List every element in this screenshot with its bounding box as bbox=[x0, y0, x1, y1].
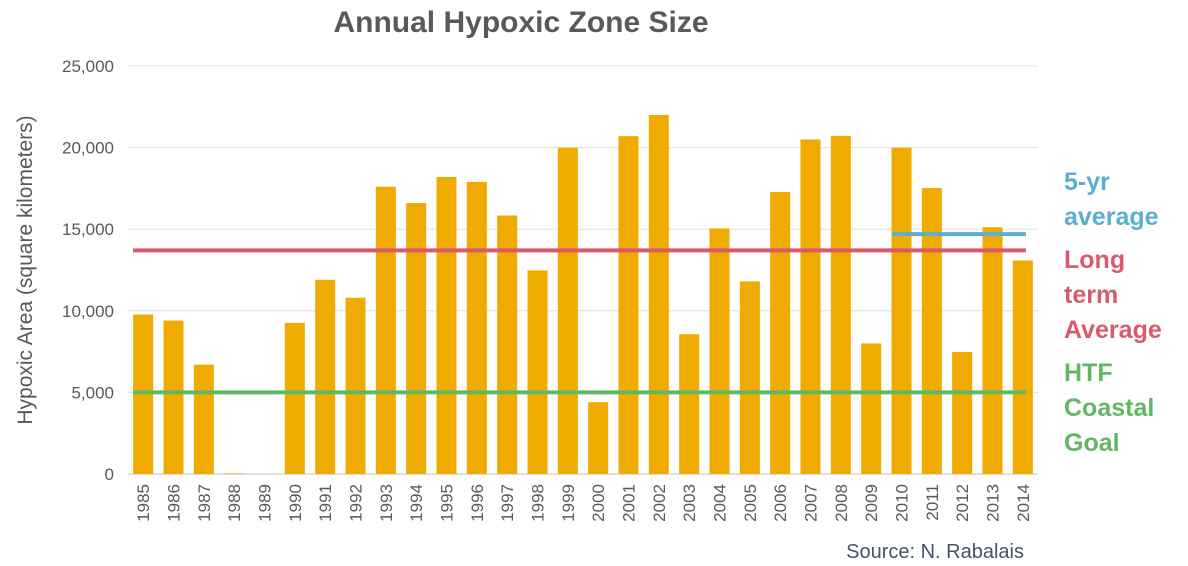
reference-label: 5-yr bbox=[1064, 168, 1110, 196]
bar bbox=[345, 297, 366, 474]
x-tick-label: 2009 bbox=[862, 484, 881, 522]
y-tick-label: 15,000 bbox=[62, 220, 114, 239]
reference-label: Goal bbox=[1064, 429, 1120, 457]
reference-label: term bbox=[1064, 281, 1118, 309]
x-tick-label: 2011 bbox=[923, 484, 942, 521]
bar bbox=[770, 191, 791, 474]
reference-label: average bbox=[1064, 203, 1159, 231]
x-tick-label: 2002 bbox=[650, 484, 669, 522]
x-tick-label: 2012 bbox=[953, 484, 972, 522]
bar bbox=[861, 343, 882, 474]
x-tick-label: 1986 bbox=[165, 484, 184, 522]
reference-label: Coastal bbox=[1064, 394, 1154, 422]
bar bbox=[679, 334, 700, 474]
y-axis-label: Hypoxic Area (square kilometers) bbox=[14, 115, 37, 424]
x-tick-label: 1992 bbox=[347, 484, 366, 522]
y-tick-label: 0 bbox=[105, 465, 114, 484]
bar bbox=[436, 176, 457, 474]
x-tick-label: 2006 bbox=[771, 484, 790, 522]
bar bbox=[588, 402, 609, 474]
x-tick-label: 2014 bbox=[1014, 484, 1033, 522]
bar bbox=[921, 188, 942, 474]
y-tick-label: 5,000 bbox=[71, 383, 114, 402]
x-tick-label: 1991 bbox=[316, 484, 335, 522]
bar bbox=[952, 351, 973, 474]
bar bbox=[830, 135, 851, 474]
x-tick-label: 2003 bbox=[680, 484, 699, 522]
bar bbox=[1012, 260, 1033, 474]
x-tick-label: 1990 bbox=[286, 484, 305, 522]
x-tick-label: 1987 bbox=[195, 484, 214, 522]
reference-label: Long bbox=[1064, 246, 1125, 274]
y-tick-label: 10,000 bbox=[62, 302, 114, 321]
bar bbox=[193, 364, 214, 474]
x-tick-label: 1994 bbox=[407, 484, 426, 522]
source: Source: N. Rabalais bbox=[846, 541, 1024, 563]
chart-title: Annual Hypoxic Zone Size bbox=[333, 6, 708, 39]
x-tick-label: 1997 bbox=[498, 484, 517, 522]
x-tick-label: 2007 bbox=[802, 484, 821, 522]
bar bbox=[648, 114, 669, 475]
x-tick-label: 1989 bbox=[256, 484, 275, 522]
bar bbox=[618, 136, 639, 474]
bar bbox=[709, 228, 730, 474]
bar bbox=[557, 147, 578, 474]
x-tick-label: 2010 bbox=[893, 484, 912, 522]
x-tick-label: 2013 bbox=[984, 484, 1003, 522]
reference-label: HTF bbox=[1064, 359, 1113, 387]
x-tick-label: 2008 bbox=[832, 484, 851, 522]
x-tick-label: 1993 bbox=[377, 484, 396, 522]
bar bbox=[800, 139, 821, 474]
bar bbox=[739, 281, 760, 474]
y-tick-label: 20,000 bbox=[62, 139, 114, 158]
x-tick-label: 2004 bbox=[711, 484, 730, 522]
bar bbox=[891, 147, 912, 474]
x-tick-label: 1985 bbox=[134, 484, 153, 522]
bar bbox=[163, 320, 184, 474]
x-tick-label: 1988 bbox=[225, 484, 244, 522]
x-tick-label: 2000 bbox=[589, 484, 608, 522]
y-tick-label: 25,000 bbox=[62, 57, 114, 76]
bar bbox=[497, 215, 518, 474]
bar bbox=[315, 279, 336, 474]
bar bbox=[224, 473, 245, 474]
x-tick-label: 2005 bbox=[741, 484, 760, 522]
bar bbox=[406, 203, 427, 474]
bar bbox=[982, 227, 1003, 474]
bar bbox=[466, 181, 487, 474]
bar bbox=[375, 186, 396, 474]
bar bbox=[284, 322, 305, 474]
x-tick-label: 1998 bbox=[529, 484, 548, 522]
reference-label: Average bbox=[1064, 316, 1162, 344]
x-tick-label: 1995 bbox=[438, 484, 457, 522]
x-tick-label: 1999 bbox=[559, 484, 578, 522]
x-tick-label: 1996 bbox=[468, 484, 487, 522]
bar bbox=[527, 270, 548, 474]
x-tick-label: 2001 bbox=[620, 484, 639, 522]
